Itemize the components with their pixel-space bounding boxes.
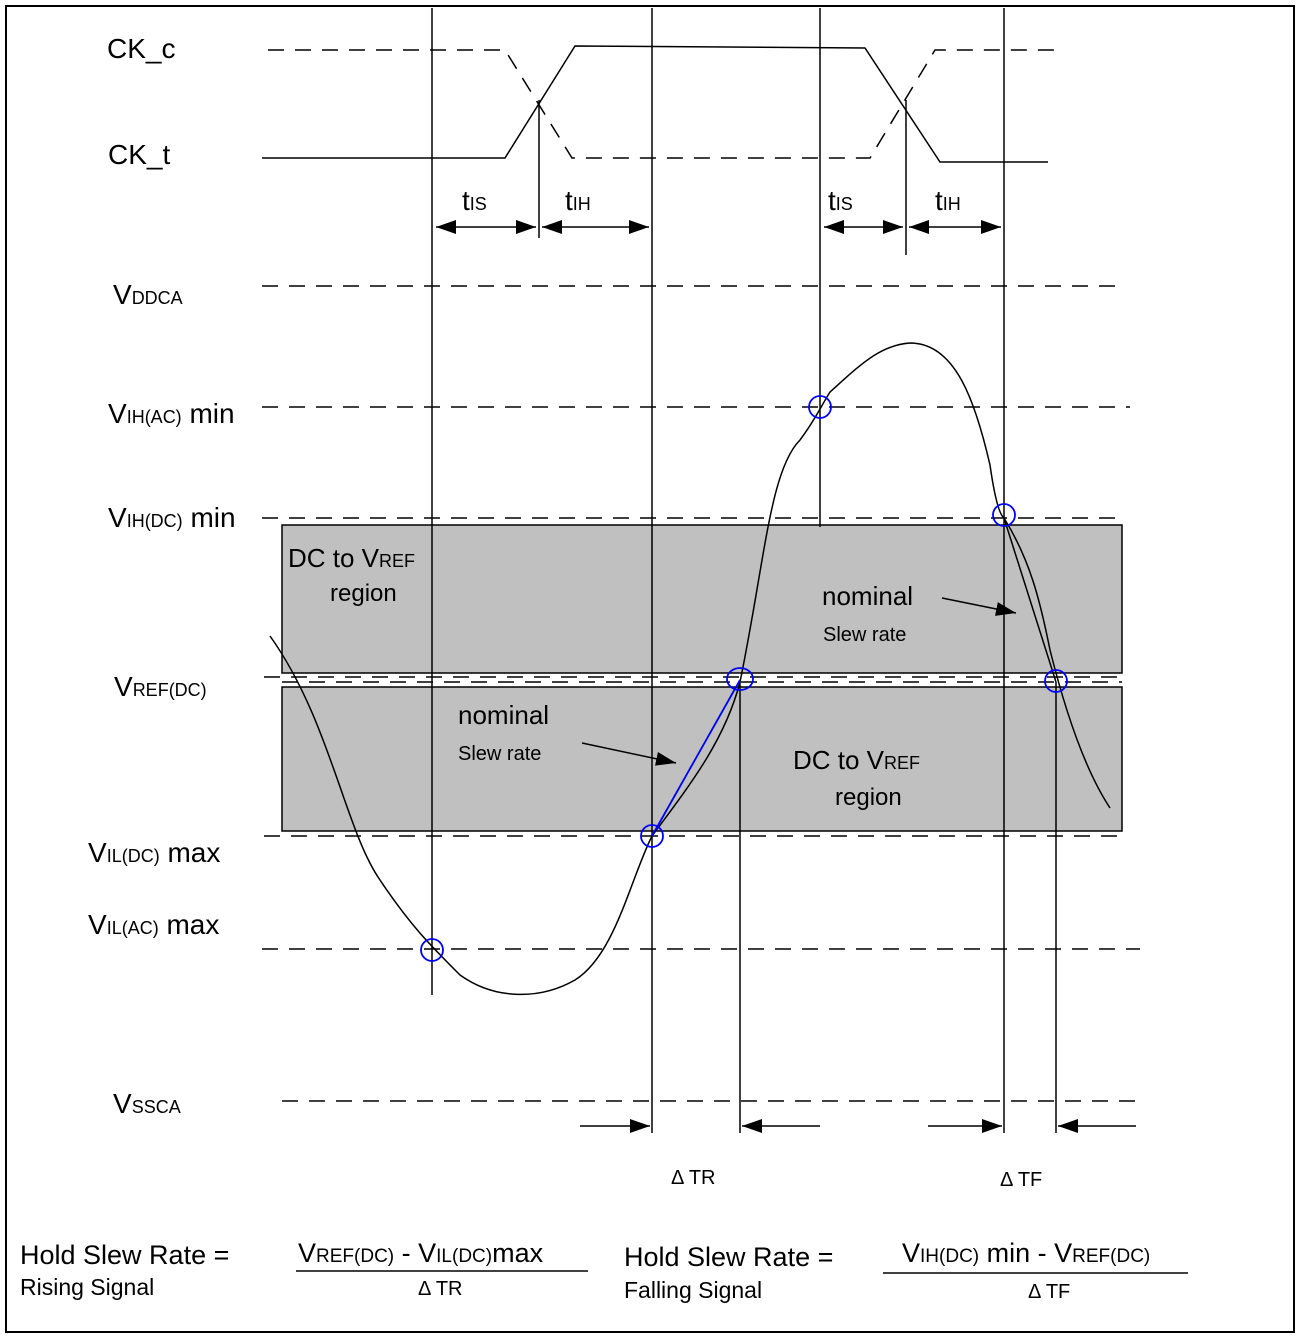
lower-region-title: DC to VREF [793,745,920,775]
delta-tf-label: Δ TF [1000,1169,1042,1191]
vssca-label: VSSCA [113,1088,181,1119]
marker-vil-ac [420,938,444,962]
marker-vih-dc [992,503,1016,527]
delta-tr-label: Δ TR [671,1167,715,1189]
vil-ac-label: VIL(AC) max [88,909,219,940]
vil-dc-label: VIL(DC) max [88,837,220,868]
rising-eq-numerator: VREF(DC) - VIL(DC)max [298,1238,544,1268]
nominal-lower-arrow [581,742,677,766]
vref-label: VREF(DC) [114,671,207,702]
marker-vref-rising [726,667,754,691]
intersection-markers [420,395,1068,962]
upper-region-subtitle: region [330,580,397,607]
ck-t-label: CK_t [108,139,170,170]
tis-1-label: tIS [462,185,487,216]
clock-waveforms [262,45,1060,163]
marker-vil-dc [640,824,664,848]
diagram-border [5,5,1295,1333]
tis-2-label: tIS [828,185,853,216]
vih-dc-label: VIH(DC) min [108,502,236,533]
ck-c-dashed-1 [268,49,1060,159]
vih-ac-label: VIH(AC) min [108,398,235,429]
ck-t-solid [262,45,1048,163]
level-lines [262,285,1140,1102]
nominal-upper-arrow [941,597,1017,616]
rising-eq-denominator: Δ TR [418,1278,462,1300]
lower-region-subtitle: region [835,784,902,811]
falling-eq-numerator: VIH(DC) min - VREF(DC) [902,1238,1150,1268]
nominal-slew-line-rising [651,679,741,837]
tih-2-label: tIH [935,185,961,216]
nominal-upper-line2: Slew rate [823,624,906,646]
falling-eq-lhs: Hold Slew Rate = [624,1242,833,1272]
upper-dc-region [281,524,1123,674]
marker-vih-ac [808,395,832,419]
falling-eq-caption: Falling Signal [624,1277,762,1303]
falling-eq-denominator: Δ TF [1028,1281,1070,1303]
nominal-lower-line2: Slew rate [458,743,541,765]
upper-region-title: DC to VREF [288,543,415,573]
lower-dc-region [281,686,1123,832]
nominal-lower-line1: nominal [458,700,549,730]
timing-verticals [431,8,1057,1133]
nominal-upper-line1: nominal [822,581,913,611]
rising-eq-lhs: Hold Slew Rate = [20,1240,229,1270]
tih-1-label: tIH [565,185,591,216]
marker-vref-falling [1044,669,1068,693]
vddca-label: VDDCA [113,279,183,310]
rising-equation: Hold Slew Rate = Rising Signal VREF(DC) … [20,1238,588,1300]
rising-eq-caption: Rising Signal [20,1274,154,1300]
falling-equation: Hold Slew Rate = Falling Signal VIH(DC) … [624,1238,1188,1303]
nominal-slew-line-falling [1003,517,1057,683]
ck-c-label: CK_c [107,33,175,64]
